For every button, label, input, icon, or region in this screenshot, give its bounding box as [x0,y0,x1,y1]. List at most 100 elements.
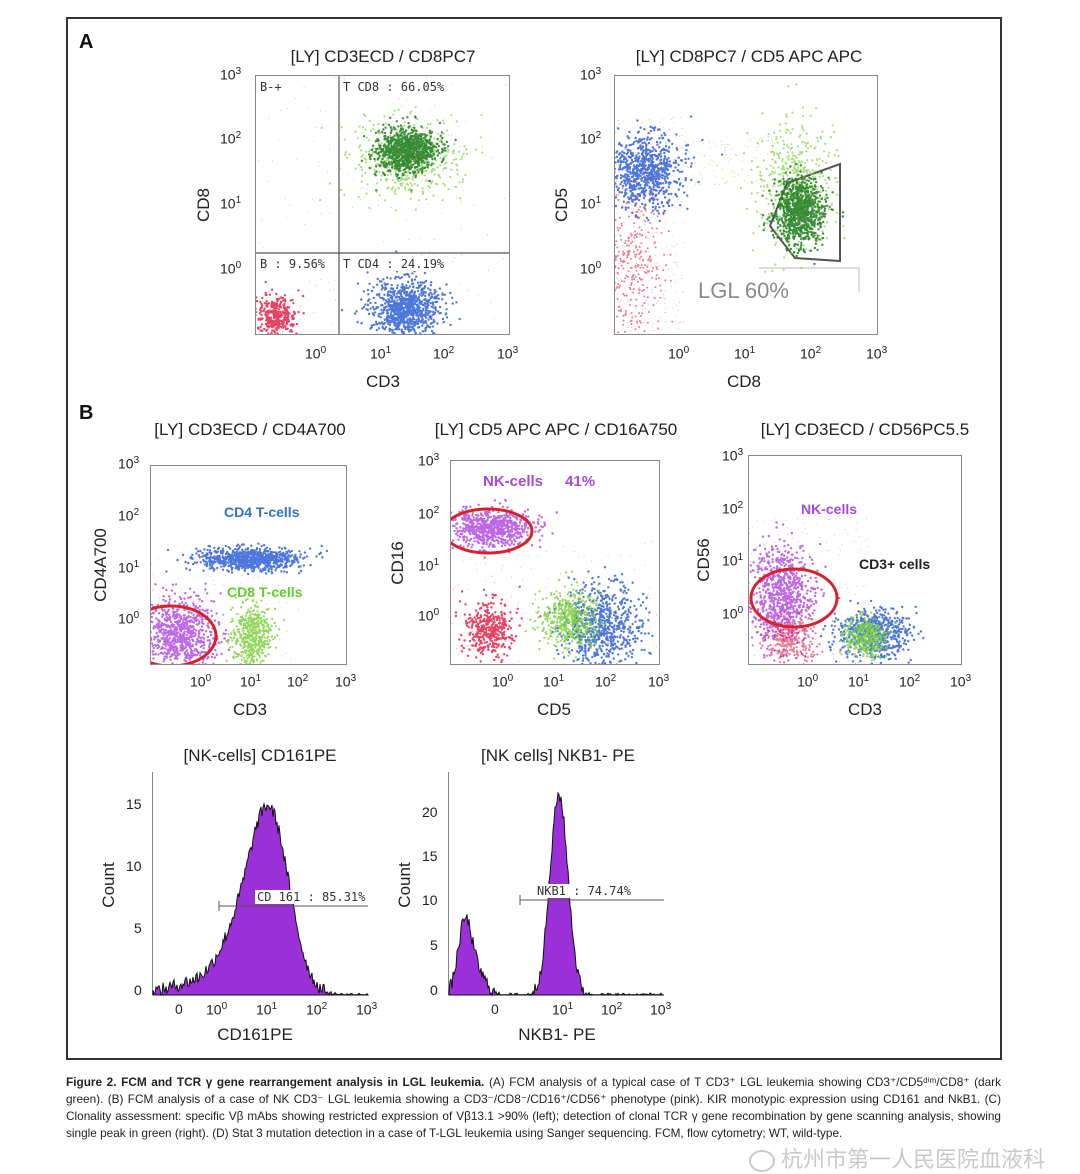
plot-b1-population [165,542,329,576]
plot-b3-cd3-label: CD3+ cells [859,556,931,572]
panel-letter-a: A [79,31,94,53]
plot-h1-xtick-zero: 0 [175,1001,183,1017]
plot-b1-title: [LY] CD3ECD / CD4A700 [154,420,346,439]
plot-a2-lgl-gate [768,162,841,263]
plot-b3-ytick-2: 102 [722,500,744,517]
plot-h1-ytick-15: 15 [126,796,142,812]
plot-b3-ylabel: CD56 [694,538,713,582]
plot-a2-xtick-2: 102 [800,345,822,362]
plot-h2-histogram: NKB1 : 74.74% [448,772,664,997]
plot-a1-ylabel: CD8 [194,187,213,223]
plot-a1-scatter: B-+ T CD8 : 66.05% B : 9.56% T CD4 : 24.… [255,75,510,335]
plot-b1-scatter: CD4 T-cells CD8 T-cells [150,465,347,665]
plot-b3-ytick-0: 100 [722,605,744,622]
plot-h2-xlabel: NKB1- PE [518,1025,596,1044]
watermark: 杭州市第一人民医院血液科 [748,1142,1045,1174]
plot-b2-xtick-3: 103 [648,673,670,690]
plot-b1-xtick-2: 102 [287,673,309,690]
plot-b3-population [831,610,898,662]
plot-b1-ytick-2: 102 [118,507,140,524]
plot-a1-ytick-1: 101 [220,195,242,212]
plot-h2-ytick-0: 0 [430,982,438,998]
plot-a2-title: [LY] CD8PC7 / CD5 APC APC [635,47,863,66]
plot-a2-ytick-3: 103 [580,66,602,83]
plot-a1-population [340,250,461,334]
plot-a2-scatter-noise [685,136,776,186]
plot-b2-population [524,570,626,660]
plot-b2-ytick-0: 100 [418,607,440,624]
plot-a1-ytick-3: 103 [220,66,242,83]
plot-b3-xtick-0: 100 [797,673,819,690]
plot-a1-ytick-0: 100 [220,260,242,277]
plot-a1-population [360,115,457,192]
plot-h2-ytick-10: 10 [422,892,438,908]
plot-b3-nk-label: NK-cells [801,501,858,517]
plot-b3-title: [LY] CD3ECD / CD56PC5.5 [760,420,970,439]
plot-a1-xtick-2: 102 [433,345,455,362]
plot-h1-xtick-0: 100 [206,1001,228,1018]
plot-b2-population [454,585,542,664]
plot-b3-xtick-1: 101 [848,673,870,690]
plot-a1-xtick-0: 100 [305,345,327,362]
plot-b1-svg [151,542,329,664]
plot-b2-nk-gate-ellipse [451,507,534,555]
plot-a1-population [256,280,305,334]
plot-h1-histogram: CD 161 : 85.31% [152,772,370,997]
plot-b2-ytick-3: 103 [418,452,440,469]
plot-h2-xtick-zero: 0 [491,1001,499,1017]
plot-h1-svg [152,802,370,997]
plot-b2-xtick-2: 102 [595,673,617,690]
plot-b3-ytick-3: 103 [722,447,744,464]
plot-b3-xtick-3: 103 [950,673,972,690]
plot-a1-title: [LY] CD3ECD / CD8PC7 [290,47,476,66]
plot-a1-xlabel: CD3 [365,372,401,391]
plot-h2-xtick-2: 102 [601,1001,623,1018]
plot-h1-xlabel: CD161PE [217,1025,293,1044]
plot-a1-svg [256,76,509,334]
caption-bold: Figure 2. FCM and TCR γ gene rearrangeme… [66,1075,485,1089]
plot-b1-ytick-1: 101 [118,559,140,576]
plot-a1-gate-tl: B-+ [258,80,284,94]
plot-b1-population [222,586,286,664]
plot-b3-xlabel: CD3 [847,700,883,719]
plot-a1-ytick-2: 102 [220,130,242,147]
plot-a2-ytick-2: 102 [580,130,602,147]
plot-h2-xtick-3: 103 [650,1001,672,1018]
plot-h1-ylabel: Count [99,862,118,908]
watermark-text: 杭州市第一人民医院血液科 [780,1147,1045,1172]
plot-b2-xlabel: CD5 [536,700,572,719]
plot-a1-gate-br: T CD4 : 24.19% [341,257,447,271]
plot-b2-ylabel: CD16 [388,541,407,585]
plot-a2-xtick-1: 101 [734,345,756,362]
plot-a2-population [739,83,846,273]
plot-b1-population [151,582,231,664]
plot-b3-population [819,599,925,664]
plot-h1-gate-label: CD 161 : 85.31% [255,890,368,904]
plot-h1-xtick-1: 101 [256,1001,278,1018]
plot-b1-cd4-label: CD4 T-cells [224,504,300,520]
plot-h1-xtick-2: 102 [306,1001,328,1018]
plot-b2-title: [LY] CD5 APC APC / CD16A750 [434,420,678,439]
plot-b1-xtick-3: 103 [335,673,357,690]
plot-b2-ytick-1: 101 [418,557,440,574]
plot-a2-xtick-3: 103 [866,345,888,362]
plot-b1-xlabel: CD3 [232,700,268,719]
plot-h1-ytick-0: 0 [134,982,142,998]
plot-h2-ylabel: Count [395,862,414,908]
plot-b3-scatter: NK-cells CD3+ cells [748,455,962,665]
panel-letter-b: B [79,402,94,424]
plot-a2-population [615,147,674,334]
plot-a2-lgl-label: LGL 60% [698,278,789,303]
plot-b3-nk-gate-ellipse [749,567,839,629]
plot-a2-scatter-noise [615,116,686,334]
plot-b3-ytick-1: 101 [722,552,744,569]
plot-a2-population [761,162,845,266]
plot-b2-nk-label: NK-cells 41% [483,473,596,490]
plot-a2-ytick-1: 101 [580,195,602,212]
plot-a1-gate-tr: T CD8 : 66.05% [341,80,447,94]
plot-b2-ytick-2: 102 [418,505,440,522]
plot-h2-ytick-15: 15 [422,848,438,864]
figure-caption: Figure 2. FCM and TCR γ gene rearrangeme… [66,1074,1001,1142]
plot-h2-gate-label: NKB1 : 74.74% [535,884,633,898]
plot-a1-xtick-3: 103 [497,345,519,362]
